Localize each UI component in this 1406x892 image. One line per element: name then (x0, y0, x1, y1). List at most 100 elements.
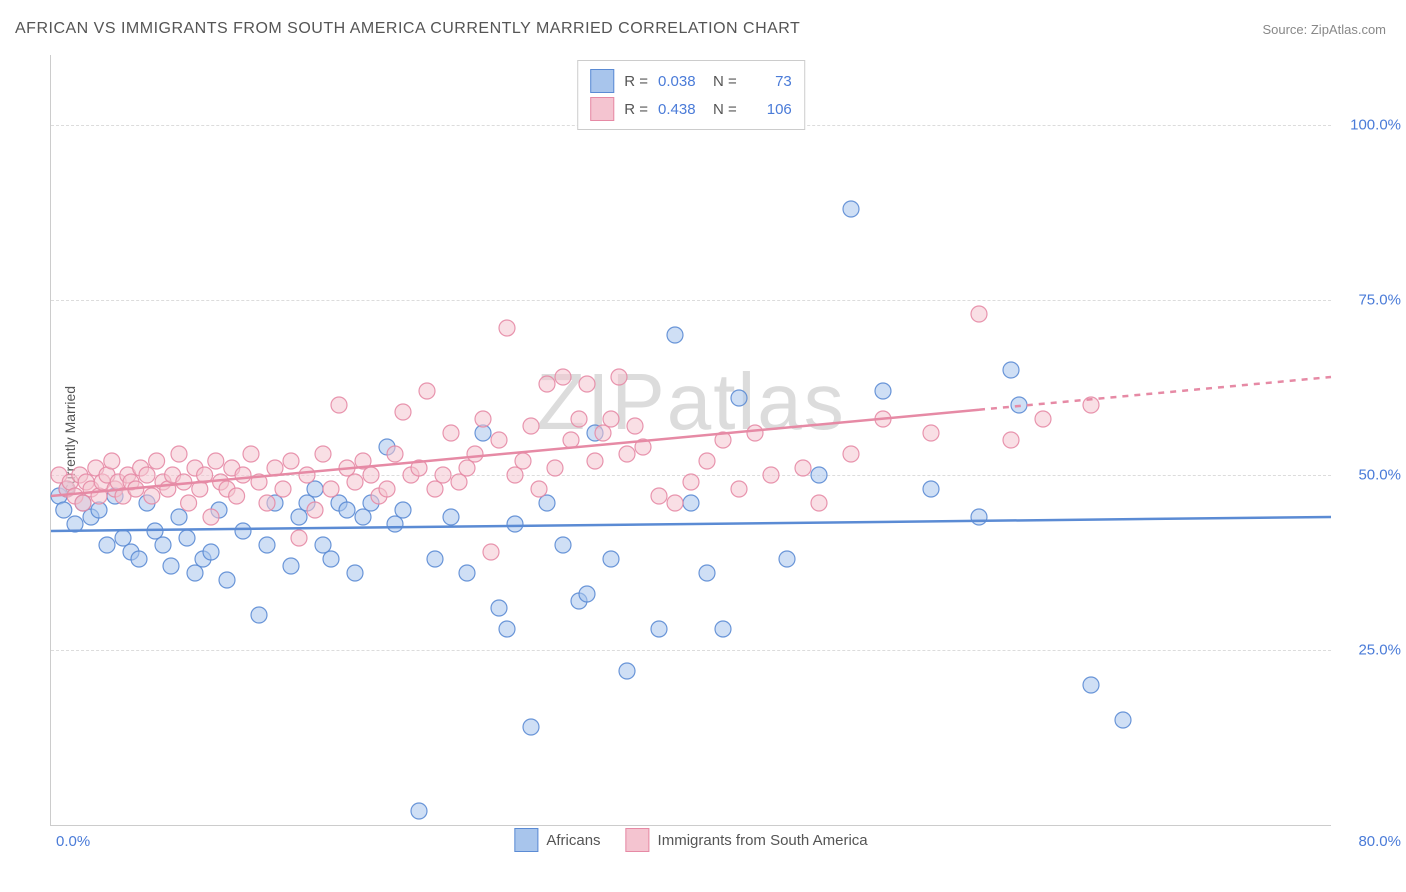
scatter-point (331, 397, 347, 413)
scatter-point (843, 201, 859, 217)
scatter-point (427, 551, 443, 567)
scatter-point (275, 481, 291, 497)
scatter-point (651, 488, 667, 504)
scatter-point (219, 572, 235, 588)
scatter-point (619, 663, 635, 679)
scatter-point (731, 390, 747, 406)
legend-series-item: Africans (514, 828, 600, 852)
scatter-point (571, 411, 587, 427)
scatter-point (171, 446, 187, 462)
scatter-point (99, 537, 115, 553)
scatter-point (347, 474, 363, 490)
legend-series: AfricansImmigrants from South America (514, 828, 867, 852)
chart-title: AFRICAN VS IMMIGRANTS FROM SOUTH AMERICA… (15, 20, 800, 38)
legend-r-label: R = (624, 101, 648, 118)
scatter-point (467, 446, 483, 462)
scatter-point (1035, 411, 1051, 427)
scatter-point (507, 516, 523, 532)
scatter-point (235, 467, 251, 483)
scatter-point (243, 446, 259, 462)
scatter-point (259, 537, 275, 553)
scatter-point (923, 425, 939, 441)
scatter-point (144, 488, 160, 504)
scatter-point (1115, 712, 1131, 728)
scatter-point (443, 509, 459, 525)
legend-n-label: N = (713, 101, 737, 118)
scatter-point (763, 467, 779, 483)
scatter-point (699, 565, 715, 581)
scatter-point (843, 446, 859, 462)
scatter-point (131, 551, 147, 567)
scatter-point (491, 600, 507, 616)
scatter-point (459, 460, 475, 476)
scatter-point (139, 467, 155, 483)
scatter-point (75, 495, 91, 511)
scatter-point (149, 453, 165, 469)
scatter-point (259, 495, 275, 511)
scatter-point (811, 467, 827, 483)
x-axis-label-min: 0.0% (56, 833, 90, 850)
scatter-point (347, 565, 363, 581)
scatter-point (651, 621, 667, 637)
scatter-point (1003, 432, 1019, 448)
scatter-point (811, 495, 827, 511)
scatter-point (451, 474, 467, 490)
scatter-point (923, 481, 939, 497)
scatter-point (307, 502, 323, 518)
legend-n-value: 106 (747, 101, 792, 118)
scatter-point (443, 425, 459, 441)
scatter-point (515, 453, 531, 469)
scatter-point (555, 369, 571, 385)
scatter-point (411, 803, 427, 819)
scatter-point (491, 432, 507, 448)
x-axis-label-max: 80.0% (1358, 833, 1401, 850)
chart-plot-area: Currently Married ZIPatlas 0.0% 80.0% 25… (50, 55, 1331, 826)
scatter-point (307, 481, 323, 497)
scatter-point (683, 495, 699, 511)
scatter-point (667, 327, 683, 343)
scatter-point (699, 453, 715, 469)
scatter-point (235, 523, 251, 539)
scatter-point (283, 558, 299, 574)
legend-r-value: 0.038 (658, 73, 703, 90)
scatter-point (971, 509, 987, 525)
scatter-point (1003, 362, 1019, 378)
scatter-point (475, 411, 491, 427)
scatter-point (379, 481, 395, 497)
scatter-point (363, 467, 379, 483)
scatter-point (547, 460, 563, 476)
scatter-point (115, 530, 131, 546)
scatter-point (155, 537, 171, 553)
scatter-point (435, 467, 451, 483)
scatter-point (315, 537, 331, 553)
scatter-point (579, 376, 595, 392)
scatter-point (163, 558, 179, 574)
legend-swatch (514, 828, 538, 852)
scatter-point (579, 586, 595, 602)
legend-r-label: R = (624, 73, 648, 90)
scatter-point (251, 607, 267, 623)
scatter-point (339, 502, 355, 518)
y-axis-tick-label: 75.0% (1358, 292, 1401, 309)
y-axis-tick-label: 100.0% (1350, 117, 1401, 134)
scatter-point (56, 502, 72, 518)
scatter-point (683, 474, 699, 490)
scatter-point (507, 467, 523, 483)
scatter-point (875, 383, 891, 399)
scatter-point (483, 544, 499, 560)
scatter-point (523, 719, 539, 735)
scatter-point (595, 425, 611, 441)
scatter-point (203, 509, 219, 525)
scatter-point (523, 418, 539, 434)
scatter-point (427, 481, 443, 497)
scatter-point (499, 621, 515, 637)
scatter-point (619, 446, 635, 462)
scatter-point (627, 418, 643, 434)
scatter-point (419, 383, 435, 399)
scatter-point (459, 565, 475, 581)
scatter-point (283, 453, 299, 469)
scatter-point (779, 551, 795, 567)
scatter-point (104, 453, 120, 469)
scatter-point (587, 453, 603, 469)
legend-stat-row: R =0.038N =73 (590, 67, 792, 95)
